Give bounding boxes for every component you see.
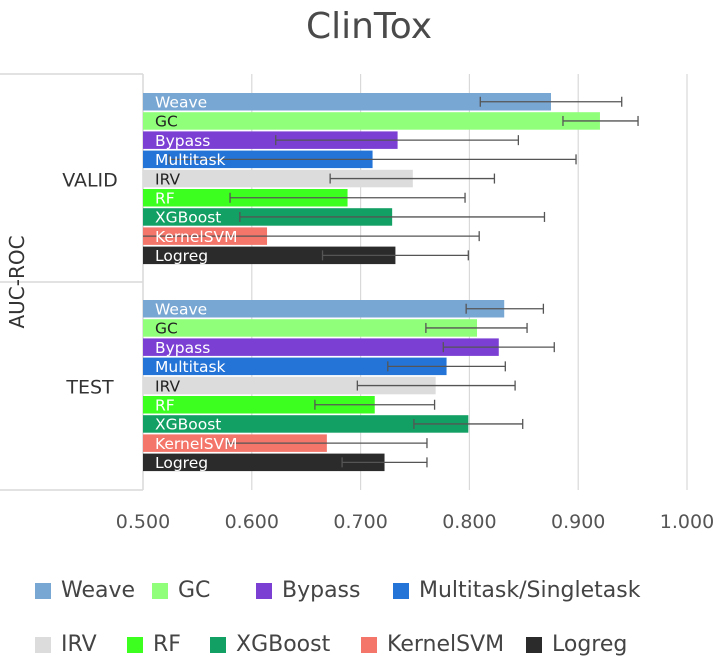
legend-label: GC bbox=[178, 578, 211, 603]
legend-label: XGBoost bbox=[236, 632, 331, 657]
axis-frame: AUC-ROC bbox=[0, 73, 143, 491]
bar bbox=[143, 246, 396, 265]
bar bbox=[143, 319, 478, 337]
bar-label: Bypass bbox=[155, 132, 210, 150]
legend-label: Multitask/Singletask bbox=[419, 578, 641, 603]
legend-swatch bbox=[256, 582, 272, 599]
chart: ClinTox AUC-ROC WeaveGCBypassMultitaskIR… bbox=[0, 6, 714, 533]
bar-label: IRV bbox=[155, 377, 180, 395]
legend-item: Bypass bbox=[256, 578, 360, 603]
bar-label: RF bbox=[155, 397, 175, 415]
legend-swatch bbox=[152, 582, 168, 599]
legend-swatch bbox=[361, 636, 377, 653]
x-tick-label: 0.900 bbox=[551, 511, 605, 533]
legend-label: RF bbox=[153, 632, 181, 657]
chart-title: ClinTox bbox=[306, 6, 432, 47]
x-tick-label: 1.000 bbox=[660, 511, 714, 533]
bar-label: Multitask bbox=[155, 151, 226, 169]
legend-item: RF bbox=[127, 632, 181, 657]
bar bbox=[143, 300, 505, 318]
legend-label: Bypass bbox=[282, 578, 361, 603]
bar-label: Weave bbox=[155, 301, 207, 319]
x-tick-labels: 0.500 0.600 0.700 0.800 0.900 1.000 bbox=[116, 511, 714, 533]
bar-labels: WeaveGCBypassMultitaskIRVRFXGBoostKernel… bbox=[155, 94, 238, 473]
legend-label: IRV bbox=[61, 632, 97, 657]
group-label: VALID bbox=[62, 169, 118, 191]
legend-label: Logreg bbox=[552, 632, 628, 657]
group-labels: VALID TEST bbox=[62, 169, 118, 398]
legend-swatch bbox=[526, 636, 542, 653]
bar-label: KernelSVM bbox=[155, 228, 238, 246]
bar-label: KernelSVM bbox=[155, 435, 238, 453]
legend-item: Logreg bbox=[526, 632, 627, 657]
group-label: TEST bbox=[65, 376, 114, 398]
bar bbox=[143, 376, 436, 395]
x-tick-label: 0.700 bbox=[333, 511, 387, 533]
bar bbox=[143, 357, 447, 376]
x-tick-label: 0.800 bbox=[442, 511, 496, 533]
legend-item: GC bbox=[152, 578, 210, 603]
legend-swatch bbox=[210, 636, 226, 653]
x-tick-label: 0.500 bbox=[116, 511, 170, 533]
legend-item: KernelSVM bbox=[361, 632, 504, 657]
bar bbox=[143, 93, 551, 111]
bar-label: RF bbox=[155, 190, 175, 208]
bar bbox=[143, 396, 375, 414]
error-bars bbox=[143, 96, 639, 468]
legend-item: Multitask/Singletask bbox=[393, 578, 640, 603]
bar-label: Bypass bbox=[155, 339, 210, 357]
legend-item: Weave bbox=[35, 578, 135, 603]
bar-label: IRV bbox=[155, 170, 180, 188]
legend-item: XGBoost bbox=[210, 632, 330, 657]
legend-swatch bbox=[35, 636, 51, 653]
bar bbox=[143, 112, 600, 130]
bar-label: Weave bbox=[155, 94, 207, 112]
bar-label: GC bbox=[155, 320, 178, 338]
x-tick-label: 0.600 bbox=[225, 511, 279, 533]
bar bbox=[143, 453, 385, 472]
bar bbox=[143, 415, 469, 433]
y-axis-title: AUC-ROC bbox=[5, 235, 29, 328]
legend-swatch bbox=[393, 582, 409, 599]
bars bbox=[143, 93, 600, 472]
bar-label: XGBoost bbox=[155, 209, 221, 227]
bar-label: Logreg bbox=[155, 247, 208, 265]
legend-swatch bbox=[35, 582, 51, 599]
legend: Weave GC Bypass Multitask/Singletask IRV RF XG… bbox=[0, 572, 717, 662]
legend-label: Weave bbox=[61, 578, 136, 603]
legend-swatch bbox=[127, 636, 143, 653]
bar-label: Logreg bbox=[155, 454, 208, 472]
bar bbox=[143, 169, 413, 188]
bar bbox=[143, 131, 398, 149]
legend-item: IRV bbox=[35, 632, 97, 657]
bar-label: Multitask bbox=[155, 358, 226, 376]
bar bbox=[143, 338, 499, 356]
bar-label: GC bbox=[155, 113, 178, 131]
bar-label: XGBoost bbox=[155, 416, 221, 434]
legend-label: KernelSVM bbox=[387, 632, 505, 657]
